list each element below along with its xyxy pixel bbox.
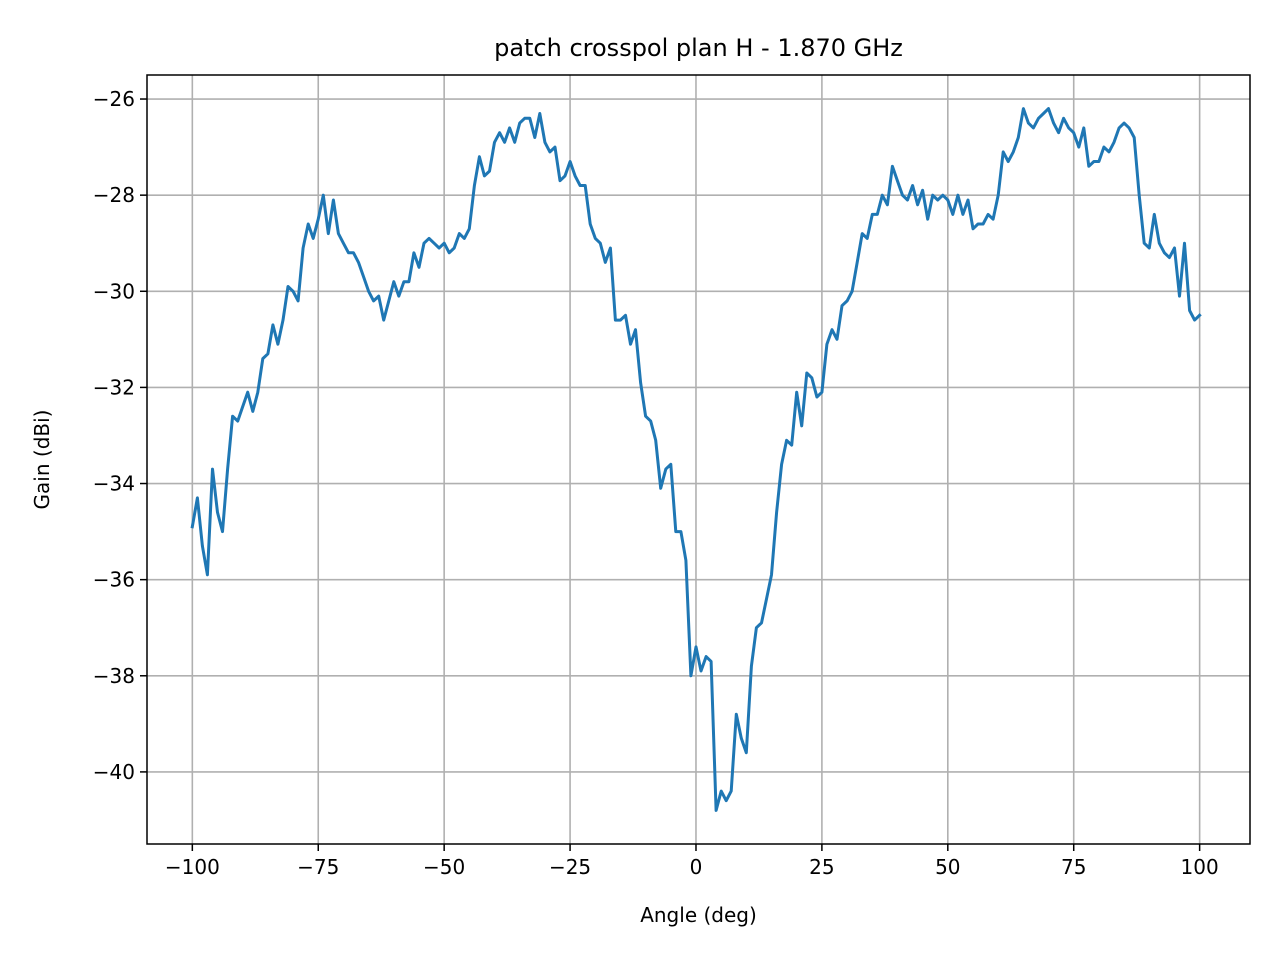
y-tick-label: −38 <box>93 664 135 688</box>
axis-ticks: −100 −75 −50 −25 0 25 50 75 100 −40 −38 −36 −34 −32 −3… <box>93 87 1219 879</box>
y-tick-label: −34 <box>93 472 135 496</box>
plot-area-frame <box>146 74 1251 845</box>
x-tick-label: 100 <box>1181 855 1219 879</box>
grid-lines <box>147 75 1250 844</box>
series-layer <box>190 107 1202 812</box>
chart-title: patch crosspol plan H - 1.870 GHz <box>494 34 903 62</box>
x-axis-label: Angle (deg) <box>640 903 757 927</box>
x-tick-label: −25 <box>549 855 591 879</box>
x-tick-label: 25 <box>809 855 834 879</box>
x-tick-label: 75 <box>1061 855 1086 879</box>
y-tick-label: −40 <box>93 760 135 784</box>
y-tick-label: −26 <box>93 87 135 111</box>
y-tick-label: −28 <box>93 183 135 207</box>
y-tick-label: −36 <box>93 568 135 592</box>
x-tick-label: −50 <box>423 855 465 879</box>
series-line <box>190 107 1202 812</box>
x-tick-label: 0 <box>690 855 703 879</box>
y-tick-label: −32 <box>93 375 135 399</box>
x-tick-label: 50 <box>935 855 960 879</box>
y-axis-label: Gain (dBi) <box>30 410 54 510</box>
x-tick-label: −75 <box>297 855 339 879</box>
x-tick-label: −100 <box>165 855 220 879</box>
y-tick-label: −30 <box>93 279 135 303</box>
